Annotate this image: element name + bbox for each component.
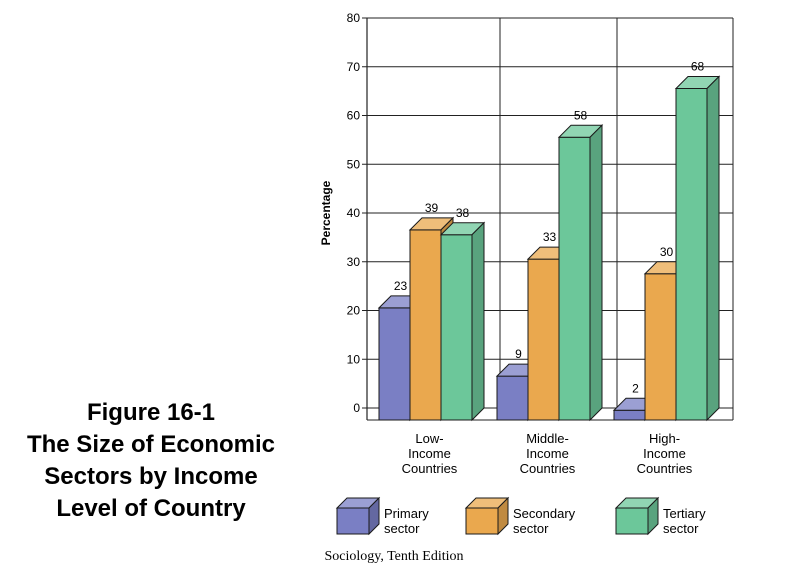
bar-side [589,124,603,422]
source-credit: Sociology, Tenth Edition [324,549,464,564]
axis-layer: 0 10 20 30 40 50 60 70 80 Percentage [319,11,734,421]
y-tick-label: 20 [347,304,361,318]
caption-line: Sectors by Income [44,463,258,490]
data-label: 33 [543,230,557,244]
figure-number: Figure 16-1 [86,399,216,426]
data-label: 38 [456,206,470,220]
category-label: Countries [637,461,693,476]
legend-swatch [336,507,370,535]
category-label: Low- [415,431,443,446]
y-axis-label: Percentage [319,180,333,245]
legend-swatch-side [497,496,509,536]
category-label: High- [649,431,680,446]
category-label: Countries [520,461,576,476]
bar [496,375,529,421]
legend-label: Tertiary [663,506,706,521]
y-tick-label: 0 [353,401,360,415]
legend-label: Secondary [513,506,576,521]
data-label: 9 [515,347,522,361]
legend-swatch-side [368,496,380,536]
category-label: Income [408,446,451,461]
y-tick-label: 80 [347,11,361,25]
legend-label: Primary [384,506,429,521]
y-tick-label: 60 [347,109,361,123]
bar-side [706,75,720,422]
bar-layer [377,75,721,422]
data-label: 58 [574,108,588,122]
y-tick-label: 70 [347,60,361,74]
bar [409,229,442,421]
category-label: Income [643,446,686,461]
caption-line: Level of Country [56,495,246,522]
figure-caption: Figure 16-1 The Size of Economic Sectors… [6,397,296,525]
legend-label: sector [663,521,699,536]
data-label: 23 [394,279,408,293]
data-label: 30 [660,245,674,259]
legend-swatch-side [647,496,659,536]
category-label: Countries [402,461,458,476]
legend-label: sector [384,521,420,536]
y-tick-label: 10 [347,352,361,366]
bar-side [471,221,485,422]
category-label: Income [526,446,569,461]
data-label: 68 [691,60,705,74]
y-tick-label: 40 [347,206,361,220]
category-label: Middle- [526,431,569,446]
legend: PrimarysectorSecondarysectorTertiarysect… [335,496,706,536]
caption-line: The Size of Economic [26,431,276,458]
y-tick-label: 30 [347,255,361,269]
bar [675,88,708,421]
bar [558,136,591,421]
legend-swatch [465,507,499,535]
bar [527,258,560,421]
bar [644,273,677,421]
bar [440,234,473,421]
legend-label: sector [513,521,549,536]
legend-swatch [615,507,649,535]
y-tick-label: 50 [347,157,361,171]
bar [613,409,646,421]
data-label: 2 [632,381,639,395]
data-label: 39 [425,201,439,215]
bar [378,307,411,421]
